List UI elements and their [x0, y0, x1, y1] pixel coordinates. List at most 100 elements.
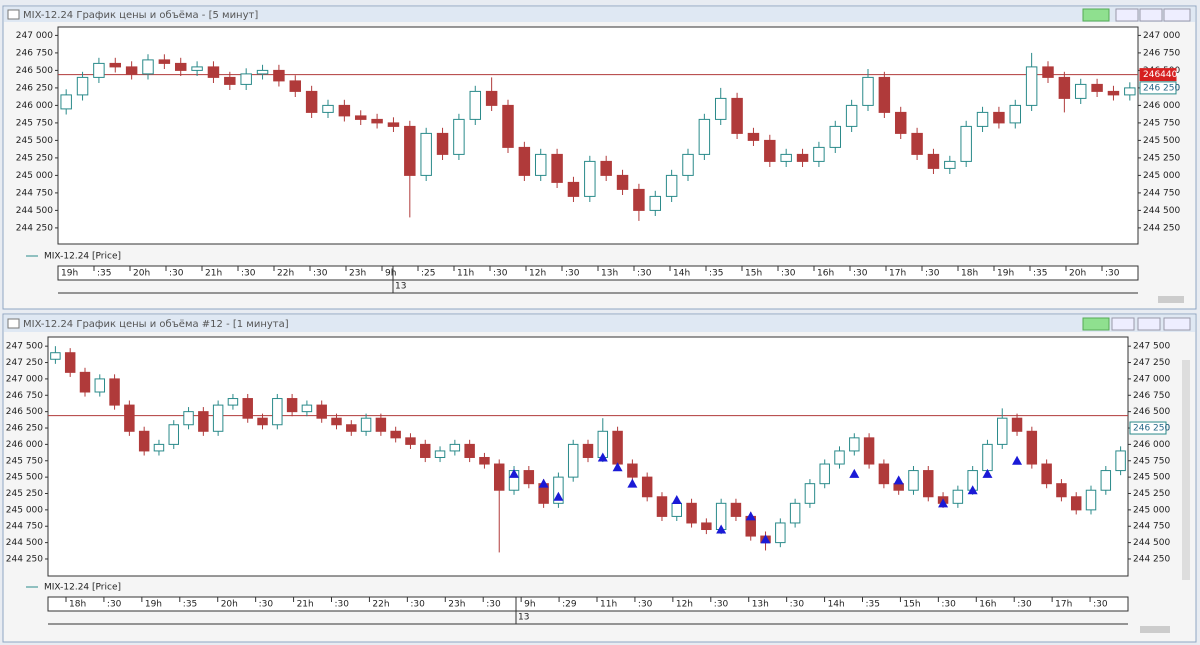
trade-marker: [893, 475, 904, 485]
trade-marker: [760, 534, 771, 544]
y-tick-label-right: 245 750: [1143, 118, 1180, 128]
candle-body: [731, 97, 743, 134]
candle-body: [124, 404, 135, 432]
candle-body: [819, 463, 830, 485]
candle-body: [633, 188, 645, 211]
time-label: :35: [866, 600, 880, 610]
window-icon: [7, 9, 20, 20]
time-label: :30: [941, 600, 956, 610]
candle-body: [701, 522, 712, 531]
candle-body: [698, 118, 711, 155]
candle-body: [346, 424, 357, 432]
candle-body: [174, 62, 187, 71]
trade-marker: [716, 524, 727, 534]
trade-marker: [745, 511, 756, 521]
time-label: 23h: [349, 269, 366, 279]
y-tick-label: 245 750: [6, 456, 43, 466]
time-label: 19h: [145, 600, 162, 610]
time-label: 21h: [205, 269, 222, 279]
y-tick-label: 246 500: [16, 66, 53, 76]
maximize-button[interactable]: [1139, 8, 1163, 22]
time-label: :35: [1033, 269, 1047, 279]
time-label: 19h: [61, 269, 78, 279]
price-label-box: [1129, 421, 1167, 435]
y-tick-label: 245 250: [6, 489, 43, 499]
y-tick-label-right: 246 000: [1143, 101, 1180, 111]
time-label: 18h: [961, 269, 978, 279]
y-tick-label: 245 000: [6, 505, 43, 515]
time-label: 20h: [221, 600, 238, 610]
candle-body: [665, 174, 678, 197]
time-label: :30: [259, 600, 274, 610]
candle-body: [449, 443, 461, 452]
candle-body: [485, 90, 498, 106]
time-label: :30: [1093, 600, 1108, 610]
y-tick-label: 245 250: [16, 153, 53, 163]
scrollbar[interactable]: [1158, 296, 1184, 303]
time-label: 12h: [676, 600, 693, 610]
candle-body: [242, 398, 253, 419]
time-label: 23h: [448, 600, 465, 610]
time-label: :30: [781, 269, 796, 279]
candle-body: [523, 470, 535, 485]
trade-marker: [938, 498, 949, 508]
y-tick-label: 246 500: [6, 407, 43, 417]
y-tick-label-right: 246 750: [1133, 391, 1170, 401]
candle-body: [464, 443, 475, 458]
candle-body: [775, 522, 786, 544]
candle-body: [829, 125, 842, 148]
candle-body: [93, 62, 105, 78]
link-button[interactable]: [1082, 8, 1110, 22]
y-tick-label-right: 247 250: [1133, 358, 1170, 368]
close-button[interactable]: [1163, 8, 1191, 22]
time-label: :30: [790, 600, 805, 610]
candle-body: [301, 404, 313, 413]
time-label: 11h: [600, 600, 617, 610]
time-label: 11h: [457, 269, 474, 279]
window-title: MIX-12.24 График цены и объёма - [5 мину…: [23, 10, 258, 21]
y-tick-label: 247 250: [6, 358, 43, 368]
time-label: :30: [169, 269, 184, 279]
trade-marker: [982, 468, 993, 478]
minimize-button[interactable]: [1111, 317, 1135, 331]
candle-body: [289, 80, 302, 92]
candle-body: [257, 417, 268, 426]
y-tick-label: 244 250: [16, 223, 53, 233]
link-button[interactable]: [1082, 317, 1110, 331]
y-tick-label-right: 245 000: [1133, 505, 1170, 515]
candle-body: [730, 502, 742, 517]
candle-body: [567, 443, 579, 478]
time-label: 16h: [817, 269, 834, 279]
time-label: 19h: [997, 269, 1014, 279]
y-tick-label-right: 245 250: [1133, 489, 1170, 499]
candle-body: [493, 463, 505, 491]
close-button[interactable]: [1163, 317, 1191, 331]
trade-marker: [612, 462, 623, 472]
time-label: 22h: [277, 269, 294, 279]
candle-body: [138, 430, 150, 452]
maximize-button[interactable]: [1137, 317, 1161, 331]
time-label: :35: [97, 269, 111, 279]
y-tick-label-right: 245 500: [1143, 136, 1180, 146]
time-label: 13h: [601, 269, 618, 279]
scrollbar[interactable]: [1140, 626, 1170, 633]
candle-body: [420, 132, 432, 176]
title-bar: [4, 7, 1195, 22]
trade-marker: [538, 478, 549, 488]
price-label: 246440: [1143, 70, 1178, 80]
minimize-button[interactable]: [1115, 8, 1139, 22]
trade-marker: [849, 468, 860, 478]
time-label: :30: [493, 269, 508, 279]
candle-body: [371, 118, 383, 124]
candle-body: [109, 378, 120, 406]
candle-body: [224, 76, 236, 85]
time-label: 15h: [903, 600, 920, 610]
vertical-scrollbar[interactable]: [1182, 360, 1190, 580]
time-label: :30: [714, 600, 729, 610]
plot-area: [57, 26, 1139, 245]
candle-body: [764, 139, 776, 162]
candle-body: [878, 76, 891, 113]
price-label: 246 250: [1143, 83, 1180, 93]
candle-body: [893, 483, 904, 491]
